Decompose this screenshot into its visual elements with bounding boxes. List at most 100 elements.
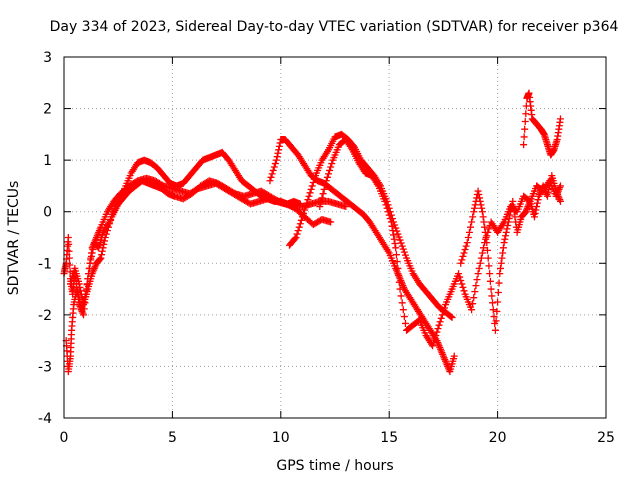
data-point — [485, 225, 493, 233]
data-point — [488, 292, 496, 300]
data-point — [65, 254, 73, 262]
data-point — [506, 211, 514, 219]
data-point — [99, 244, 107, 252]
data-point — [431, 335, 439, 343]
data-point — [398, 299, 406, 307]
data-point — [499, 244, 507, 252]
data-point — [492, 317, 500, 325]
data-point — [295, 223, 303, 231]
data-point — [494, 289, 502, 297]
data-point — [470, 204, 478, 212]
data-point — [98, 251, 106, 259]
data-point — [474, 270, 482, 278]
data-point — [321, 181, 329, 189]
data-point — [491, 326, 499, 334]
data-point — [489, 299, 497, 307]
x-tick-label: 0 — [60, 430, 69, 446]
data-point — [543, 192, 551, 200]
data-point — [296, 200, 304, 208]
data-point — [471, 288, 479, 296]
data-point — [320, 185, 328, 193]
data-point — [556, 197, 564, 205]
data-point — [397, 239, 405, 247]
data-point — [490, 313, 498, 321]
data-point — [457, 259, 465, 267]
data-point — [273, 153, 281, 161]
x-tick-label: 20 — [489, 430, 507, 446]
y-tick-label: 1 — [43, 153, 52, 169]
data-point — [401, 251, 409, 259]
data-point — [532, 206, 540, 214]
data-point — [430, 338, 438, 346]
data-point — [395, 271, 403, 279]
data-point — [497, 259, 505, 267]
data-point — [448, 313, 456, 321]
data-point — [463, 239, 471, 247]
data-point — [433, 328, 441, 336]
data-point — [80, 311, 88, 319]
data-point — [544, 189, 552, 197]
data-point — [309, 178, 317, 186]
data-point — [394, 230, 402, 238]
data-point — [75, 280, 83, 288]
data-point — [302, 203, 310, 211]
data-point — [392, 244, 400, 252]
data-point — [101, 234, 109, 241]
data-point — [475, 191, 483, 199]
data-point — [102, 230, 110, 238]
data-point — [107, 216, 115, 224]
data-point — [316, 203, 324, 211]
data-point — [455, 270, 463, 278]
data-point — [474, 187, 482, 195]
data-point — [399, 245, 407, 253]
y-tick-label: 3 — [43, 50, 52, 66]
data-point — [395, 233, 403, 241]
data-point — [486, 270, 494, 278]
data-point — [396, 236, 404, 244]
data-point — [400, 248, 408, 256]
data-point — [266, 177, 274, 185]
data-point — [469, 300, 477, 308]
data-point — [103, 227, 111, 235]
data-point — [509, 197, 517, 205]
data-point — [520, 133, 528, 141]
data-point — [384, 208, 392, 216]
data-point — [97, 254, 105, 262]
data-point — [327, 218, 335, 226]
data-point — [386, 215, 394, 223]
series-track-3 — [67, 148, 304, 309]
data-point — [291, 235, 299, 243]
series-track-6 — [316, 136, 564, 350]
y-tick-label: 2 — [43, 102, 52, 118]
data-point — [487, 285, 495, 293]
data-point — [303, 199, 311, 207]
data-point — [480, 244, 488, 252]
data-point — [533, 199, 541, 207]
series-track-2 — [62, 177, 335, 376]
data-point — [476, 194, 484, 202]
data-point — [521, 125, 529, 133]
data-point — [439, 307, 447, 315]
data-point — [106, 220, 114, 228]
series-track-8 — [520, 89, 564, 159]
data-point — [450, 352, 458, 360]
data-point — [382, 201, 390, 209]
data-point — [467, 223, 474, 231]
data-point — [399, 306, 407, 314]
data-point — [292, 234, 300, 241]
y-axis-label: SDTVAR / TECUs — [6, 181, 22, 296]
data-point — [476, 259, 484, 267]
data-point — [390, 235, 398, 243]
data-point — [489, 306, 497, 314]
data-point — [468, 218, 476, 226]
data-point — [470, 294, 478, 302]
data-point — [300, 209, 308, 217]
data-point — [301, 206, 309, 214]
data-point — [400, 313, 408, 321]
data-point — [500, 239, 508, 247]
data-point — [481, 223, 489, 231]
data-point — [484, 254, 492, 262]
data-point — [268, 170, 276, 178]
y-tick-label: -2 — [38, 308, 52, 324]
y-tick-label: -4 — [38, 411, 52, 427]
